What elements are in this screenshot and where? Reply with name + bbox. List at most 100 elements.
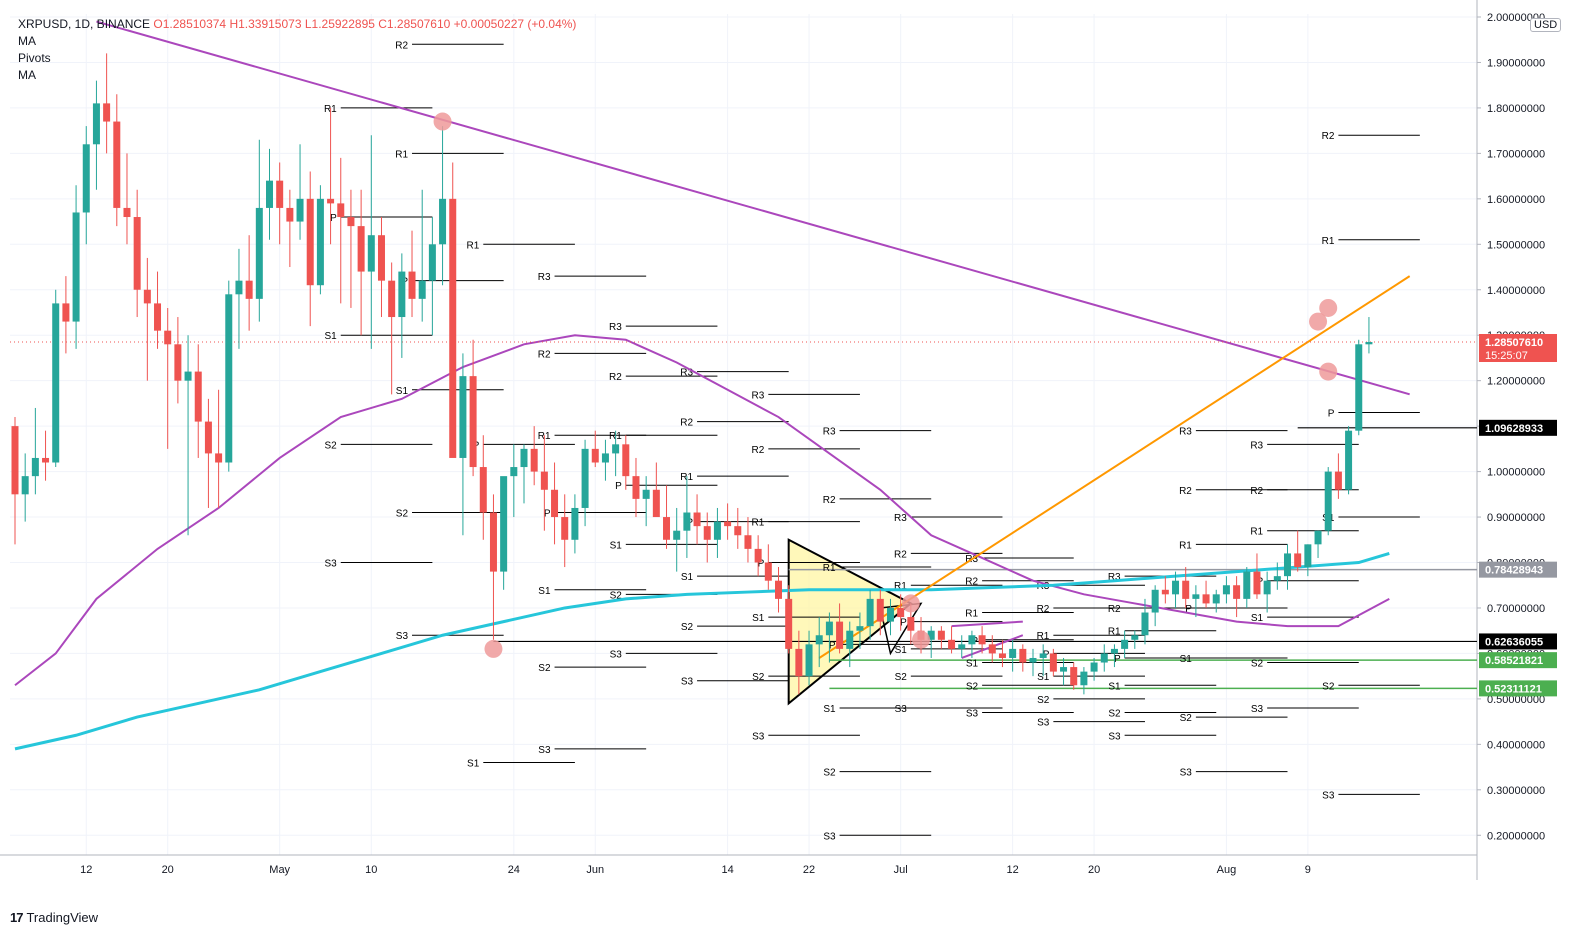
candle-body xyxy=(316,198,324,286)
pivot-label: S2 xyxy=(325,440,338,451)
x-tick-label: 12 xyxy=(80,864,92,876)
pivot-label: R3 xyxy=(609,322,622,333)
candle-body xyxy=(1243,571,1251,599)
pivot-label: S3 xyxy=(1322,790,1335,801)
candle-body xyxy=(866,598,874,627)
candle-body xyxy=(164,330,172,345)
candle-body xyxy=(1212,594,1220,604)
indicator-pivots[interactable]: Pivots xyxy=(18,51,51,65)
pivot-label: R1 xyxy=(823,563,836,574)
candle-body xyxy=(1131,635,1139,640)
candle-body xyxy=(418,280,426,299)
y-tick-label: 0.40000000 xyxy=(1487,739,1545,751)
chart-legend: XRPUSD, 1D, BINANCE O1.28510374 H1.33915… xyxy=(18,16,576,84)
pivot-label: R2 xyxy=(965,577,978,588)
pivot-label: S1 xyxy=(752,613,765,624)
pivot-label: S3 xyxy=(752,731,765,742)
candle-body xyxy=(1029,657,1037,663)
candle-body xyxy=(459,376,467,458)
candle-body xyxy=(581,448,589,508)
pivot-label: R1 xyxy=(1179,540,1192,551)
candle-body xyxy=(744,535,752,549)
candle-body xyxy=(612,444,620,454)
y-tick-label: 1.80000000 xyxy=(1487,103,1545,115)
candle-body xyxy=(103,103,111,122)
level-price-tag xyxy=(1479,419,1557,436)
candle-body xyxy=(764,562,772,581)
pivot-label: S2 xyxy=(1108,709,1121,720)
pivot-label: S3 xyxy=(823,831,836,842)
candle-body xyxy=(1233,585,1241,599)
tradingview-logo[interactable]: 17 TradingView xyxy=(10,910,98,925)
candle-body xyxy=(1110,648,1118,654)
candle-body xyxy=(540,471,548,490)
candle-body xyxy=(377,235,385,281)
pivot-label: R3 xyxy=(1108,572,1121,583)
candle-body xyxy=(347,217,355,227)
pivot-label: S2 xyxy=(1322,681,1335,692)
pivot-label: R1 xyxy=(466,240,479,251)
currency-badge[interactable]: USD xyxy=(1530,18,1562,32)
pivot-label: R2 xyxy=(1179,486,1192,497)
pivot-label: S1 xyxy=(467,759,480,770)
candle-body xyxy=(194,371,202,422)
pivot-label: R2 xyxy=(1108,604,1121,615)
candle-body xyxy=(897,607,905,618)
candle-body xyxy=(510,467,518,477)
trendline-ascending xyxy=(818,275,1411,659)
candle-body xyxy=(815,635,823,645)
pivot-label: R1 xyxy=(1250,527,1263,538)
pivot-label: S1 xyxy=(396,386,409,397)
pivot-label: S3 xyxy=(966,709,979,720)
candle-body xyxy=(449,198,457,458)
candle-body xyxy=(724,521,732,527)
level-price-tag xyxy=(1479,561,1557,578)
candle-body xyxy=(642,489,650,499)
tradingview-logo-text: TradingView xyxy=(26,910,99,925)
candle-body xyxy=(174,344,182,381)
level-price-text: 0.52311121 xyxy=(1485,683,1542,695)
highlight-circle xyxy=(1319,298,1338,317)
pivot-label: S1 xyxy=(895,645,908,656)
y-tick-label: 1.40000000 xyxy=(1487,285,1545,297)
y-tick-label: 1.90000000 xyxy=(1487,57,1545,69)
pivot-label: S3 xyxy=(1251,704,1264,715)
pivot-label: R1 xyxy=(395,149,408,160)
candle-body xyxy=(255,207,263,299)
highlight-circle xyxy=(484,639,503,658)
candle-body xyxy=(408,271,416,299)
level-price-tag xyxy=(1479,652,1557,669)
indicator-ma-fast[interactable]: MA xyxy=(18,34,36,48)
candle-body xyxy=(1294,553,1302,568)
pivot-label: P xyxy=(900,618,907,629)
candle-body xyxy=(469,376,477,468)
candle-body xyxy=(143,289,151,304)
candle-body xyxy=(693,512,701,527)
level-price-text: 1.09628933 xyxy=(1485,423,1543,435)
highlight-circle xyxy=(433,112,452,131)
x-tick-label: Aug xyxy=(1217,864,1237,876)
candle-body xyxy=(1222,585,1230,595)
indicator-ma-slow[interactable]: MA xyxy=(18,68,36,82)
level-price-text: 0.58521821 xyxy=(1485,655,1543,667)
candle-body xyxy=(1090,662,1098,672)
candle-body xyxy=(551,489,559,518)
highlight-circle xyxy=(1309,312,1328,331)
candle-body xyxy=(1151,589,1159,613)
pivot-label: R3 xyxy=(823,427,836,438)
candle-body xyxy=(428,244,436,281)
tradingview-mark-icon: 17 xyxy=(10,910,24,925)
candle-body xyxy=(52,303,60,463)
candle-body xyxy=(998,653,1006,658)
pivot-label: R2 xyxy=(680,418,693,429)
candle-body xyxy=(1100,653,1108,663)
y-tick-label: 1.00000000 xyxy=(1487,467,1545,479)
candle-body xyxy=(907,617,915,631)
trendline-wedge_upper xyxy=(951,620,1023,628)
candle-body xyxy=(1202,594,1210,604)
pivot-label: R1 xyxy=(1322,236,1335,247)
pivot-label: R1 xyxy=(1037,631,1050,642)
level-price-text: 0.62636055 xyxy=(1485,636,1543,648)
candle-body xyxy=(530,448,538,472)
